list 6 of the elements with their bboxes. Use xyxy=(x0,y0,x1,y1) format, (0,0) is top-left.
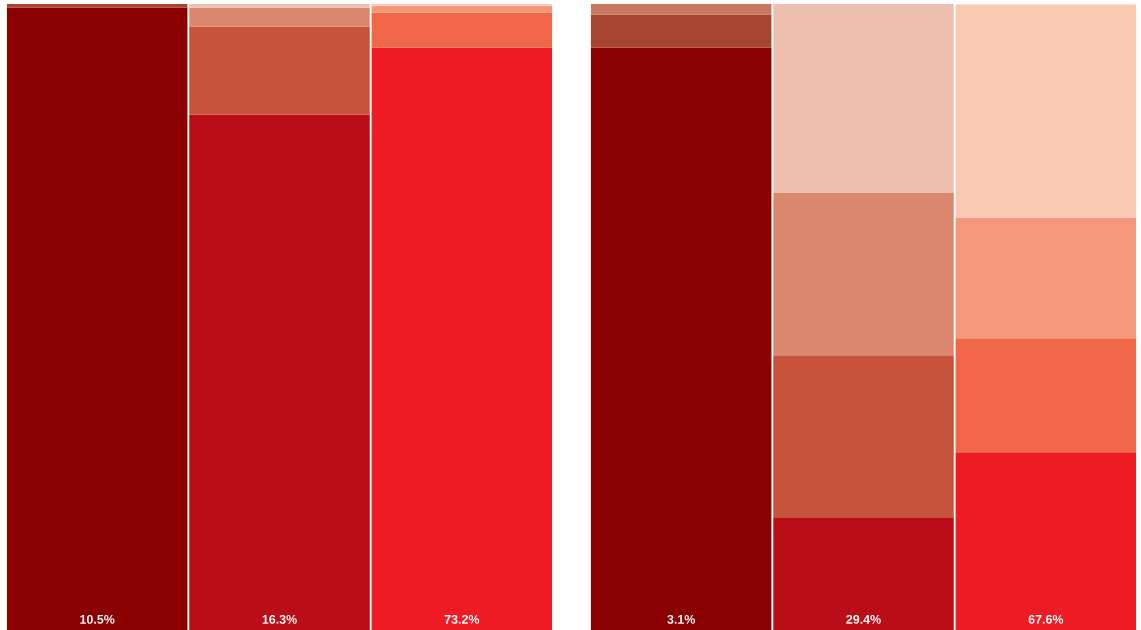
x-tick-label: 16.3% xyxy=(262,614,297,624)
x-tick-label: 73.2% xyxy=(444,614,480,624)
x-tick-label: 29.4% xyxy=(846,614,881,624)
x-tick-label: 10.5% xyxy=(80,614,115,624)
x-tick-label: 3.1% xyxy=(667,614,696,624)
x-tick-label: 67.6% xyxy=(1028,614,1064,624)
